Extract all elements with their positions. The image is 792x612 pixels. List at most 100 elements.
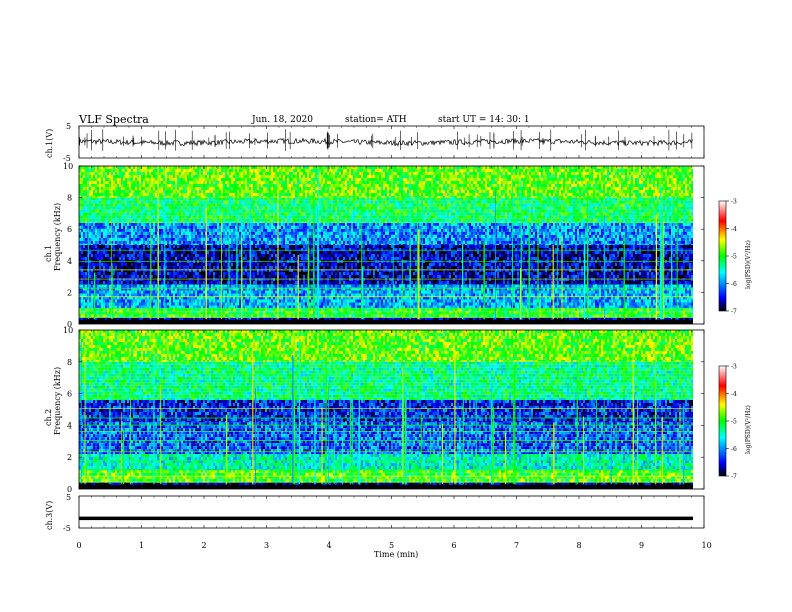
spectrogram-cell xyxy=(403,308,405,312)
spectrogram-cell xyxy=(391,305,393,309)
spectrogram-cell xyxy=(163,302,165,306)
spectrogram-cell xyxy=(423,311,425,315)
spectrogram-cell xyxy=(549,287,551,291)
spectrogram-cell xyxy=(553,311,555,315)
spectrogram-cell xyxy=(539,308,541,312)
spectrogram-cell xyxy=(553,314,555,318)
spectrogram-cell xyxy=(359,299,361,303)
spectrogram-cell xyxy=(551,299,553,303)
spectrogram-cell xyxy=(267,296,269,300)
spectrogram-cell xyxy=(127,302,129,306)
spectrogram-cell xyxy=(143,308,145,312)
spectrogram-cell xyxy=(217,302,219,306)
spectrogram-cell xyxy=(181,299,183,303)
spectrogram-cell xyxy=(89,317,91,321)
spectrogram-cell xyxy=(89,317,91,318)
spectrogram-cell xyxy=(379,284,381,288)
spectrogram-cell xyxy=(581,299,583,303)
spectrogram-cell xyxy=(105,314,107,318)
spectrogram-cell xyxy=(357,308,359,312)
spectrogram-cell xyxy=(577,311,579,315)
spectrogram-cell xyxy=(309,311,311,315)
spectrogram-cell xyxy=(451,317,453,318)
spectrogram-cell xyxy=(135,284,137,288)
spectrogram-cell xyxy=(491,302,493,306)
spectrogram-cell xyxy=(371,302,373,306)
spectrogram-cell xyxy=(227,287,229,291)
spectrogram-cell xyxy=(145,305,147,309)
spectrogram-cell xyxy=(261,284,263,288)
spectrogram-cell xyxy=(275,287,277,291)
spectrogram-cell xyxy=(627,317,629,318)
spectrogram-cell xyxy=(607,317,609,321)
spectrogram-cell xyxy=(609,317,611,321)
spectrogram-cell xyxy=(573,311,575,315)
spectrogram-cell xyxy=(319,317,321,321)
spectrogram-cell xyxy=(365,296,367,300)
spectrogram-cell xyxy=(543,311,545,315)
spectrogram-cell xyxy=(147,308,149,312)
spectrogram-cell xyxy=(359,287,361,291)
spectrogram-cell xyxy=(197,302,199,306)
spectrogram-cell xyxy=(643,308,645,312)
spectrogram-cell xyxy=(557,317,559,318)
spectrogram-cell xyxy=(635,311,637,315)
spectrogram-cell xyxy=(91,269,93,272)
spectrogram-cell xyxy=(607,314,609,318)
spectrogram-cell xyxy=(501,284,503,288)
spectrogram-cell xyxy=(363,290,365,294)
spectrogram-cell xyxy=(549,311,551,315)
spectrogram-cell xyxy=(337,311,339,315)
spectrogram-cell xyxy=(375,311,377,315)
spectrogram-cell xyxy=(385,311,387,315)
spectrogram-cell xyxy=(479,302,481,306)
spectrogram-cell xyxy=(381,293,383,297)
spectrogram-cell xyxy=(91,308,93,312)
spectrogram-cell xyxy=(415,317,417,318)
spectrogram-cell xyxy=(349,317,351,321)
spectrogram-cell xyxy=(127,284,129,288)
spectrogram-cell xyxy=(309,302,311,306)
spectrogram-cell xyxy=(315,299,317,303)
spectrogram-cell xyxy=(101,257,103,260)
spectrogram-cell xyxy=(585,311,587,315)
spectrogram-cell xyxy=(331,314,333,318)
spectrogram-cell xyxy=(503,293,505,297)
spectrogram-cell xyxy=(603,293,605,297)
spectrogram-cell xyxy=(253,284,255,288)
spectrogram-cell xyxy=(223,305,225,309)
spectrogram-cell xyxy=(323,308,325,312)
spectrogram-cell xyxy=(591,317,593,318)
spectrogram-cell xyxy=(131,293,133,297)
spectrogram-cell xyxy=(579,287,581,291)
spectrogram-cell xyxy=(601,317,603,321)
spectrogram-cell xyxy=(541,290,543,294)
spectrogram-cell xyxy=(135,317,137,321)
spectrogram-cell xyxy=(629,302,631,306)
spectrogram-cell xyxy=(169,317,171,321)
spectrogram-cell xyxy=(425,287,427,291)
spectrogram-cell xyxy=(551,290,553,294)
spectrogram-cell xyxy=(115,305,117,309)
spectrogram-cell xyxy=(337,308,339,312)
spectrogram-cell xyxy=(449,293,451,297)
spectrogram-cell xyxy=(119,317,121,321)
spectrogram-cell xyxy=(475,317,477,318)
spectrogram-cell xyxy=(115,308,117,312)
spectrogram-cell xyxy=(81,284,83,288)
spectrogram-cell xyxy=(549,305,551,309)
spectrogram-cell xyxy=(407,299,409,303)
spectrogram-cell xyxy=(123,254,125,257)
spectrogram-cell xyxy=(97,251,99,254)
spectrogram-cell xyxy=(407,311,409,315)
spectrogram-cell xyxy=(339,290,341,294)
spectrogram-cell xyxy=(491,299,493,303)
station-label: station= ATH xyxy=(345,115,407,125)
spectrogram-cell xyxy=(97,290,99,294)
spectrogram-cell xyxy=(281,299,283,303)
spectrogram-cell xyxy=(605,317,607,321)
spectrogram-cell xyxy=(179,308,181,312)
spectrogram-cell xyxy=(201,317,203,318)
spectrogram-cell xyxy=(111,269,113,272)
